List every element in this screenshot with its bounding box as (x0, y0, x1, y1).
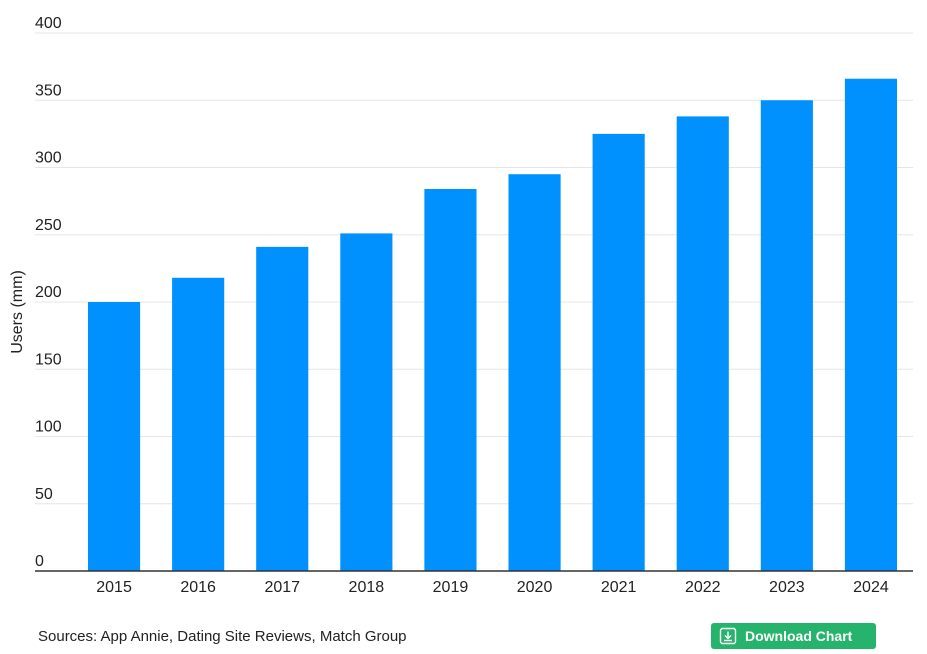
bar-2024 (844, 78, 898, 571)
bar-2019 (424, 189, 477, 571)
bar-2021 (592, 133, 645, 571)
x-tick-label: 2021 (601, 579, 637, 596)
x-tick-label: 2022 (685, 579, 721, 596)
bar-2018 (340, 233, 393, 571)
bar-2023 (760, 100, 813, 571)
download-icon (719, 627, 737, 645)
download-chart-button[interactable]: Download Chart (711, 623, 876, 649)
download-chart-label: Download Chart (745, 628, 853, 644)
y-tick-label: 350 (35, 82, 62, 99)
x-tick-label: 2024 (853, 579, 889, 596)
y-tick-label: 150 (35, 351, 62, 368)
x-tick-label: 2020 (517, 579, 553, 596)
sources-note: Sources: App Annie, Dating Site Reviews,… (38, 628, 407, 645)
bar-2017 (256, 246, 309, 572)
y-tick-label: 100 (35, 419, 62, 436)
bar-2022 (676, 116, 729, 571)
x-tick-label: 2023 (769, 579, 805, 596)
bar-2015 (87, 302, 141, 571)
x-tick-label: 2019 (433, 579, 469, 596)
bar-2016 (172, 277, 225, 571)
chart-footer: Sources: App Annie, Dating Site Reviews,… (0, 618, 927, 654)
bar-2020 (508, 174, 561, 571)
x-tick-label: 2015 (96, 579, 132, 596)
bars (87, 78, 898, 572)
y-tick-label: 200 (35, 284, 62, 301)
x-tick-label: 2018 (349, 579, 385, 596)
y-axis-title: Users (mm) (9, 270, 26, 354)
y-tick-label: 50 (35, 486, 53, 503)
y-tick-label: 0 (35, 553, 44, 570)
x-tick-label: 2017 (264, 579, 300, 596)
x-tick-label: 2016 (180, 579, 216, 596)
y-tick-label: 300 (35, 150, 62, 167)
y-axis-ticks: 0 50 100 150 200 250 300 350 400 (35, 15, 62, 570)
y-tick-label: 400 (35, 15, 62, 32)
y-tick-label: 250 (35, 217, 62, 234)
x-axis-ticks: 2015 2016 2017 2018 2019 2020 2021 2022 2023 2024 (96, 579, 889, 596)
